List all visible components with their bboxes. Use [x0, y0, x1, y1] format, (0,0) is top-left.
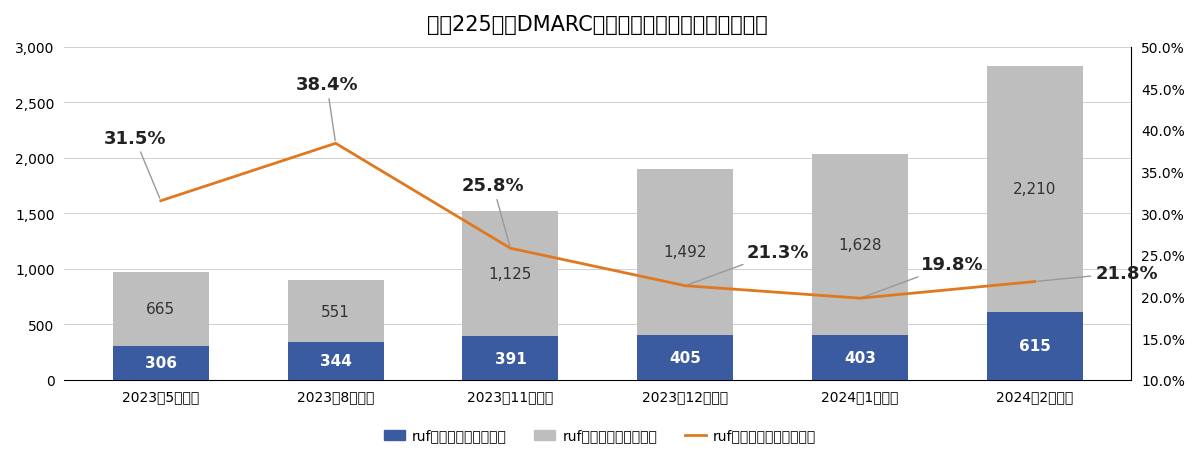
Bar [812, 155, 908, 335]
Text: 1,492: 1,492 [664, 245, 707, 260]
Bar [288, 342, 384, 380]
Text: 615: 615 [1019, 339, 1051, 354]
Text: 391: 391 [494, 351, 527, 366]
Bar [113, 273, 209, 346]
Text: 551: 551 [322, 304, 350, 319]
Bar [986, 312, 1082, 380]
Bar [812, 335, 908, 380]
Text: 31.5%: 31.5% [103, 129, 166, 199]
Text: 344: 344 [319, 354, 352, 369]
Text: 19.8%: 19.8% [863, 256, 984, 298]
Text: 1,125: 1,125 [488, 267, 532, 282]
Bar [986, 67, 1082, 312]
Text: 21.3%: 21.3% [688, 243, 809, 285]
Text: 21.8%: 21.8% [1038, 264, 1159, 282]
Bar [462, 337, 558, 380]
Bar [637, 170, 733, 335]
Legend: rufタグありドメイン数, rufタグなしドメイン数, rufタグありドメイン割合: rufタグありドメイン数, rufタグなしドメイン数, rufタグありドメイン割… [378, 423, 822, 448]
Text: 403: 403 [844, 350, 876, 365]
Title: 日経225企業DMARC失敗レポートモニタリング状況: 日経225企業DMARC失敗レポートモニタリング状況 [427, 15, 768, 35]
Text: 38.4%: 38.4% [295, 76, 358, 141]
Text: 1,628: 1,628 [839, 238, 882, 253]
Text: 2,210: 2,210 [1013, 182, 1056, 197]
Text: 306: 306 [145, 355, 176, 370]
Bar [113, 346, 209, 380]
Bar [462, 212, 558, 337]
Text: 405: 405 [670, 350, 701, 365]
Text: 25.8%: 25.8% [462, 177, 524, 246]
Bar [288, 281, 384, 342]
Bar [637, 335, 733, 380]
Text: 665: 665 [146, 302, 175, 317]
